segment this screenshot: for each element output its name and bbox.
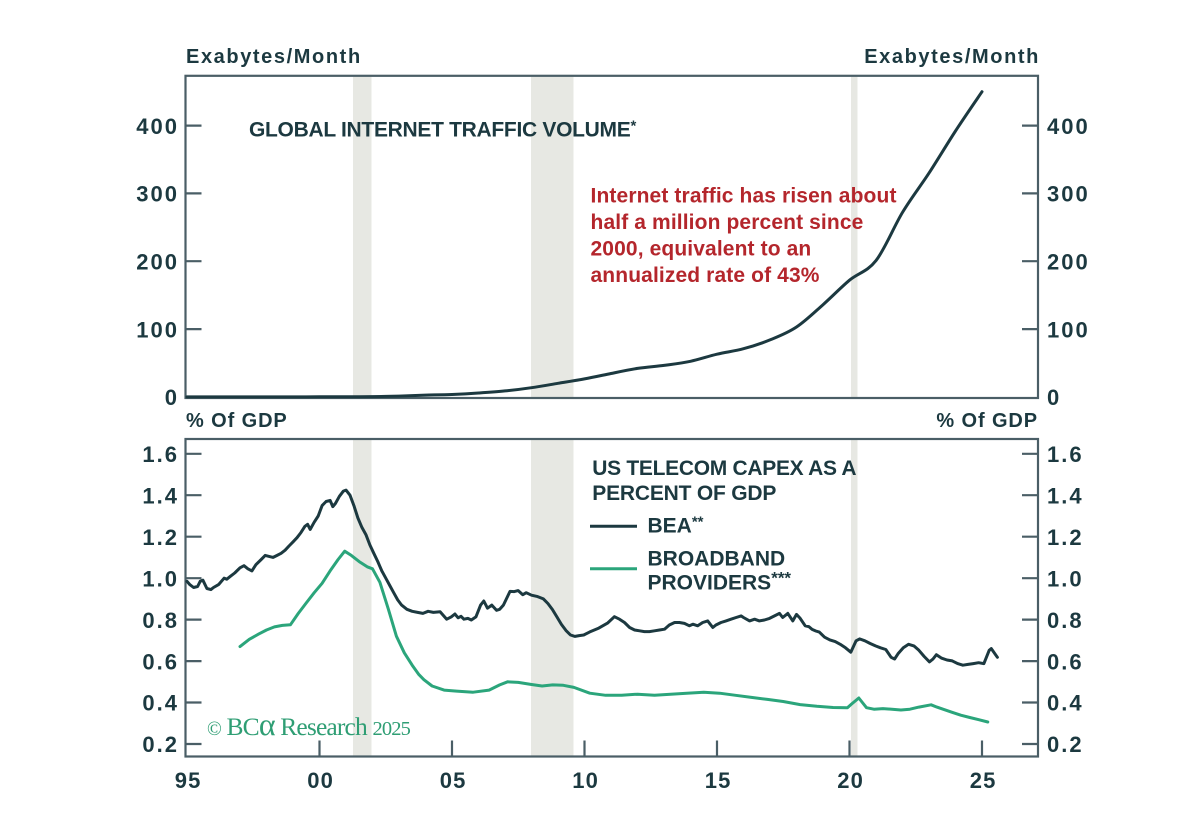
svg-text:00: 00 — [307, 768, 334, 793]
svg-text:100: 100 — [1047, 317, 1090, 342]
svg-text:300: 300 — [136, 182, 179, 207]
svg-text:1.0: 1.0 — [1047, 566, 1084, 591]
svg-text:0.2: 0.2 — [142, 732, 179, 757]
svg-text:GLOBAL INTERNET TRAFFIC VOLUME: GLOBAL INTERNET TRAFFIC VOLUME* — [249, 118, 636, 142]
svg-text:% Of GDP: % Of GDP — [186, 410, 288, 432]
svg-text:% Of GDP: % Of GDP — [936, 410, 1038, 432]
svg-text:0.2: 0.2 — [1047, 732, 1084, 757]
svg-text:25: 25 — [970, 768, 997, 793]
svg-text:05: 05 — [440, 768, 467, 793]
svg-text:0.6: 0.6 — [142, 649, 179, 674]
svg-text:200: 200 — [1047, 249, 1090, 274]
svg-text:Exabytes/Month: Exabytes/Month — [864, 46, 1040, 68]
svg-text:200: 200 — [136, 249, 179, 274]
svg-text:1.4: 1.4 — [1047, 483, 1084, 508]
svg-text:US TELECOM CAPEX AS A: US TELECOM CAPEX AS A — [592, 457, 856, 480]
svg-text:15: 15 — [705, 768, 732, 793]
svg-text:half a million percent since: half a million percent since — [591, 211, 864, 234]
svg-text:1.6: 1.6 — [142, 442, 179, 467]
svg-text:© BCα Research 2025: © BCα Research 2025 — [207, 706, 411, 742]
svg-text:100: 100 — [136, 317, 179, 342]
svg-text:95: 95 — [175, 768, 202, 793]
svg-text:PROVIDERS***: PROVIDERS*** — [648, 568, 792, 594]
svg-text:Internet traffic has risen abo: Internet traffic has risen about — [591, 184, 897, 207]
svg-text:PERCENT OF GDP: PERCENT OF GDP — [592, 482, 776, 505]
svg-text:300: 300 — [1047, 182, 1090, 207]
svg-text:0.4: 0.4 — [1047, 691, 1084, 716]
svg-text:0.8: 0.8 — [1047, 608, 1084, 633]
svg-text:BEA**: BEA** — [648, 514, 704, 538]
svg-text:0.6: 0.6 — [1047, 649, 1084, 674]
svg-text:2000, equivalent to an: 2000, equivalent to an — [591, 237, 812, 260]
svg-text:20: 20 — [837, 768, 864, 793]
svg-text:1.6: 1.6 — [1047, 442, 1084, 467]
svg-text:400: 400 — [136, 114, 179, 139]
svg-text:10: 10 — [572, 768, 599, 793]
svg-text:0.8: 0.8 — [142, 608, 179, 633]
svg-text:Exabytes/Month: Exabytes/Month — [186, 46, 362, 68]
svg-text:1.2: 1.2 — [1047, 525, 1084, 550]
svg-text:400: 400 — [1047, 114, 1090, 139]
svg-text:1.4: 1.4 — [142, 483, 179, 508]
svg-text:BROADBAND: BROADBAND — [648, 547, 786, 570]
svg-text:annualized rate of 43%: annualized rate of 43% — [591, 264, 820, 287]
svg-text:0: 0 — [1047, 385, 1061, 410]
svg-text:1.0: 1.0 — [142, 566, 179, 591]
svg-text:0.4: 0.4 — [142, 691, 179, 716]
svg-text:0: 0 — [165, 385, 179, 410]
svg-text:1.2: 1.2 — [142, 525, 179, 550]
